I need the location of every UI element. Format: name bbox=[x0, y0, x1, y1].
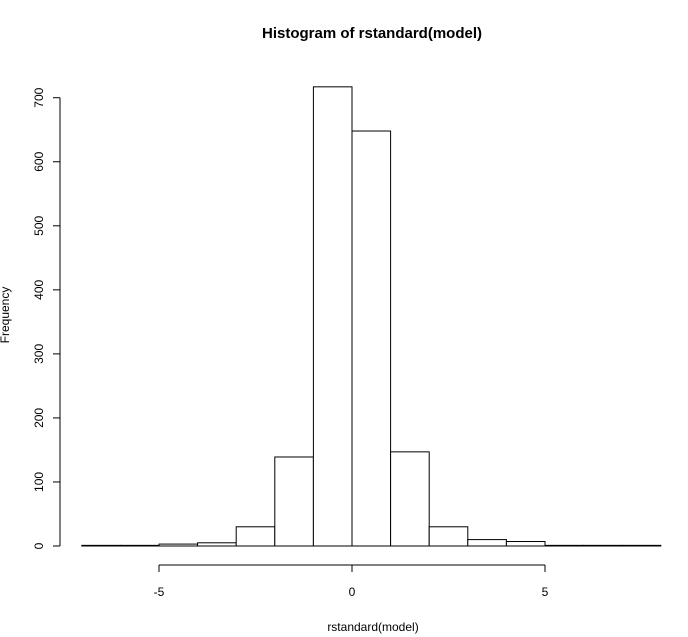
y-tick-label: 0 bbox=[32, 542, 46, 549]
histogram-bar bbox=[583, 544, 623, 547]
y-axis: 0 100 200 300 400 500 600 700 bbox=[32, 87, 61, 549]
histogram-bar bbox=[235, 526, 276, 547]
y-tick-label: 400 bbox=[32, 280, 46, 300]
y-tick-label: 100 bbox=[32, 472, 46, 492]
y-tick-label: 500 bbox=[32, 215, 46, 235]
histogram-bar bbox=[158, 543, 199, 547]
x-axis: -5 0 5 bbox=[154, 564, 549, 599]
histogram-bar bbox=[467, 539, 507, 547]
x-axis-label: rstandard(model) bbox=[327, 620, 418, 634]
bars-group bbox=[81, 86, 662, 547]
y-axis-label: Frequency bbox=[0, 287, 12, 344]
x-tick-label: 0 bbox=[349, 585, 356, 599]
x-tick-label: 5 bbox=[542, 585, 549, 599]
histogram-bar bbox=[351, 130, 392, 547]
y-tick-label: 700 bbox=[32, 87, 46, 107]
histogram-bar bbox=[119, 544, 160, 547]
histogram-bar bbox=[197, 542, 237, 547]
histogram-bar bbox=[505, 541, 546, 547]
x-tick-label: -5 bbox=[154, 585, 165, 599]
histogram-bar bbox=[390, 451, 430, 547]
y-tick-label: 600 bbox=[32, 151, 46, 171]
histogram-bar bbox=[621, 544, 662, 547]
histogram-bar bbox=[544, 544, 585, 547]
histogram-bar bbox=[81, 544, 121, 547]
y-tick-label: 200 bbox=[32, 408, 46, 428]
histogram-bar bbox=[428, 526, 469, 547]
chart-title: Histogram of rstandard(model) bbox=[262, 25, 482, 42]
histogram-bar bbox=[312, 86, 353, 547]
y-tick-label: 300 bbox=[32, 344, 46, 364]
histogram-bar bbox=[274, 456, 314, 547]
